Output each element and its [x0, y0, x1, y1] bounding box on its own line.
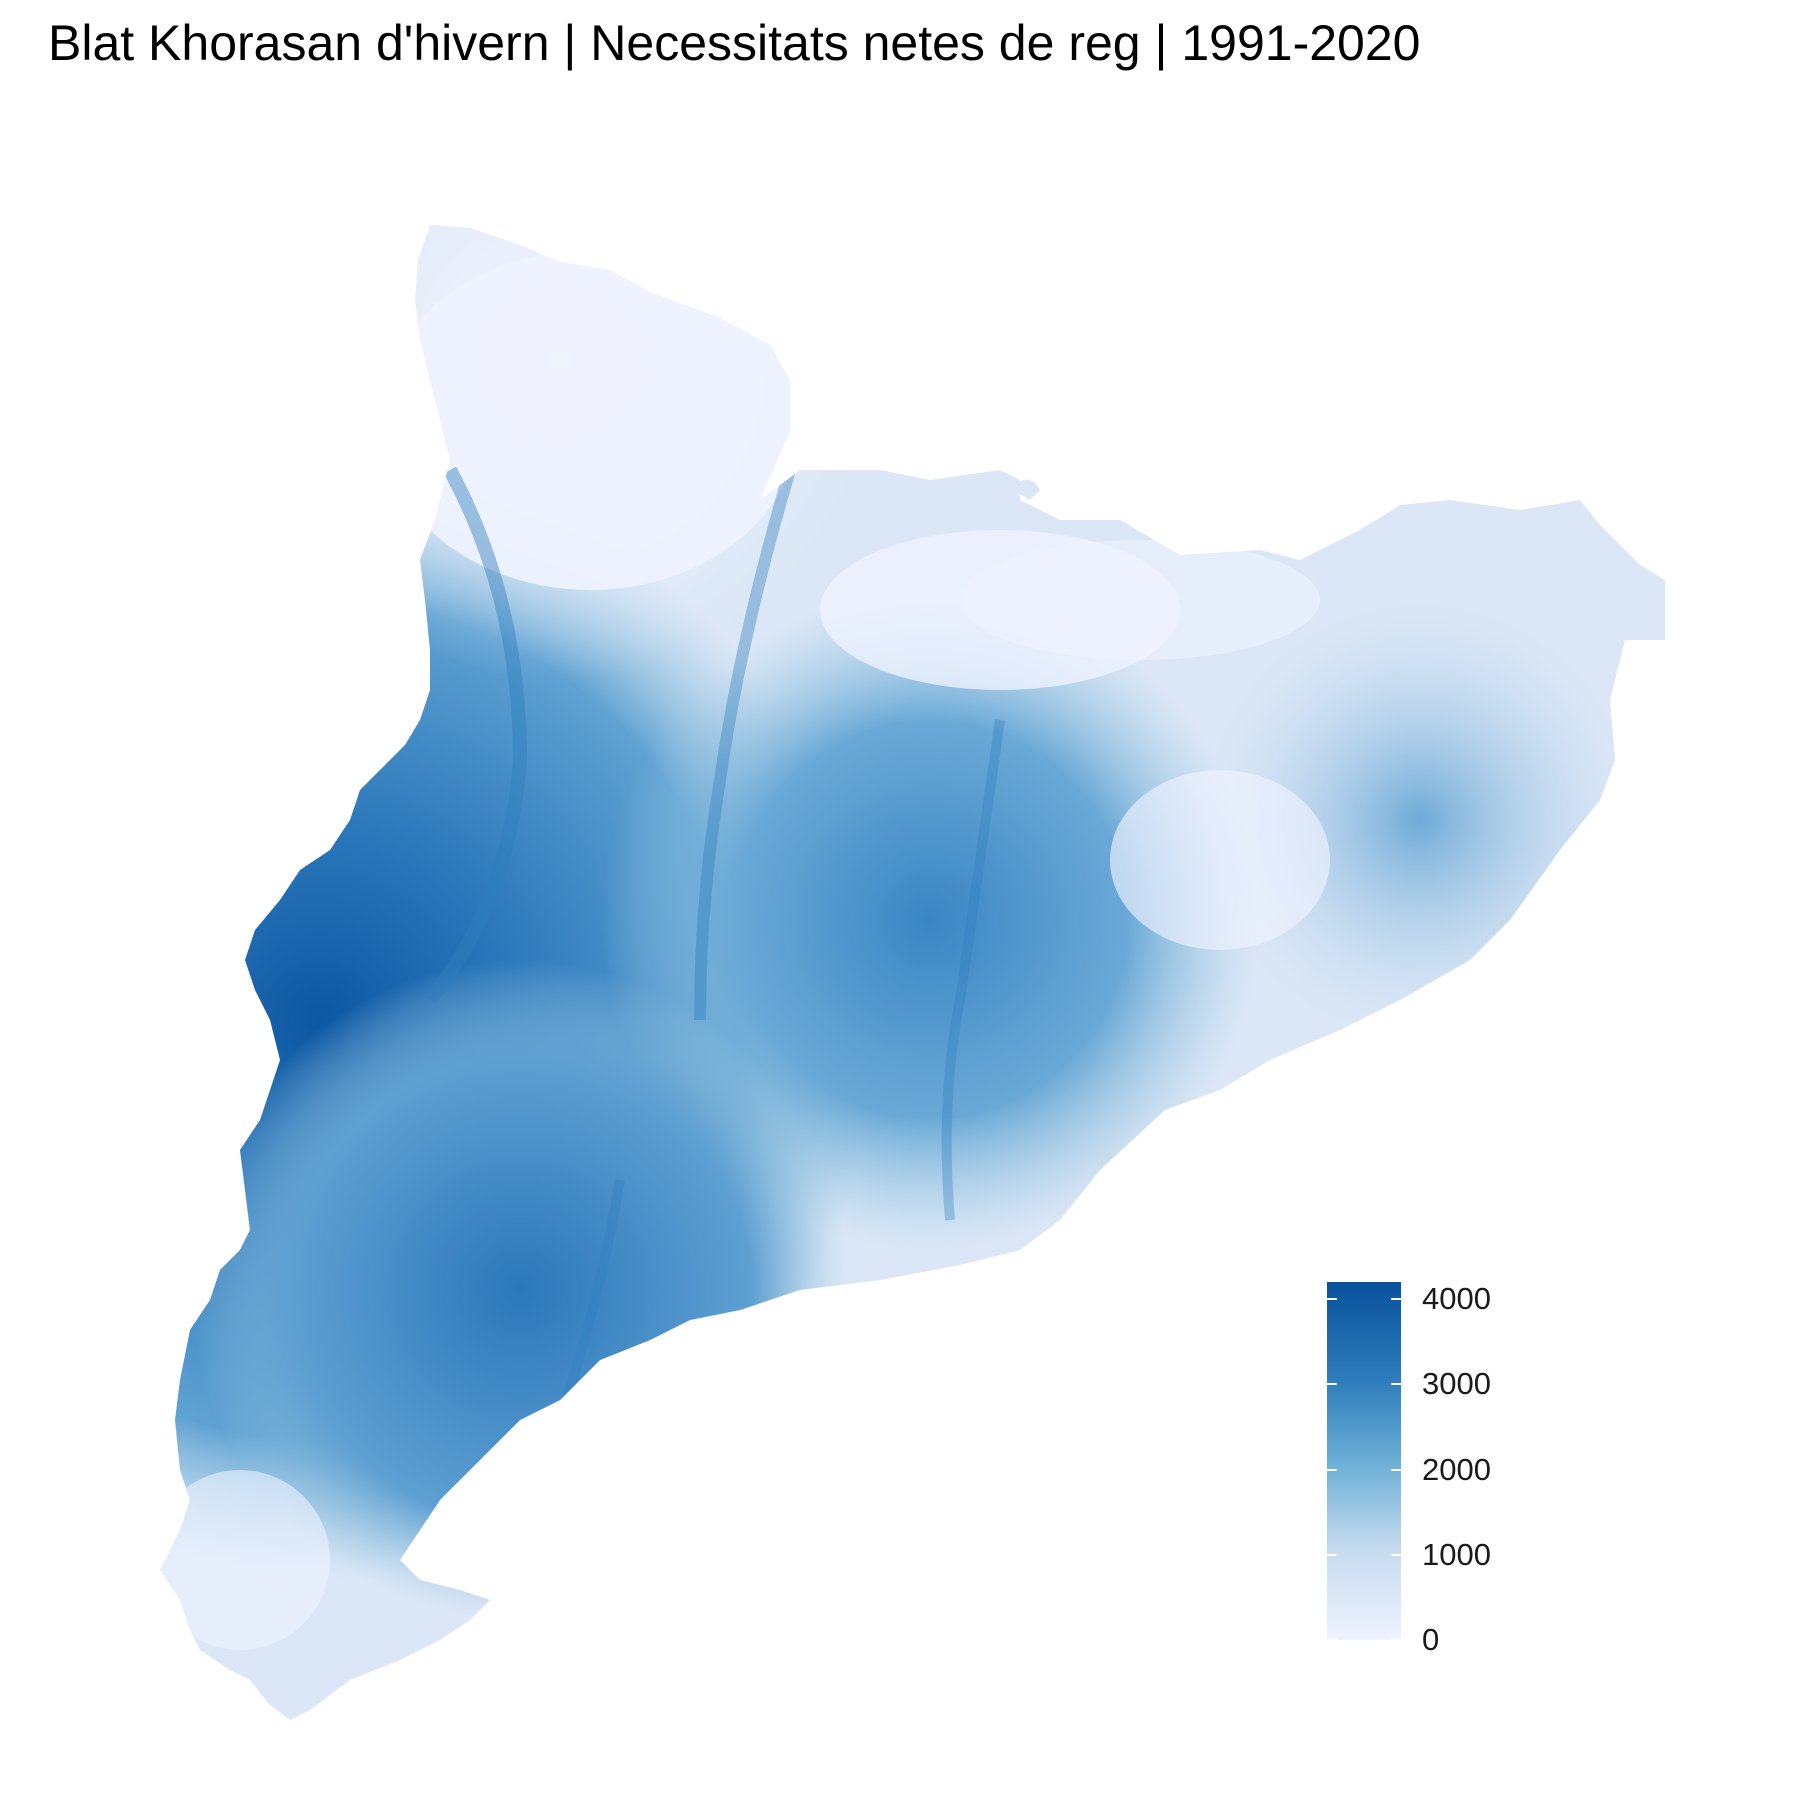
color-legend: 4000 3000 2000 1000 0 [1327, 1281, 1507, 1657]
legend-tick-mark [1327, 1639, 1337, 1641]
legend-tick-mark [1327, 1383, 1337, 1386]
legend-colorbar [1327, 1282, 1401, 1640]
legend-tick-mark [1391, 1298, 1401, 1301]
legend-tick-mark [1391, 1639, 1401, 1641]
legend-tick-mark [1327, 1553, 1337, 1556]
legend-tick-mark [1391, 1553, 1401, 1556]
legend-tick-mark [1327, 1468, 1337, 1471]
legend-tick-label: 3000 [1422, 1366, 1491, 1402]
chart-title: Blat Khorasan d'hivern | Necessitats net… [48, 15, 1421, 71]
legend-tick-mark [1391, 1468, 1401, 1471]
legend-tick-mark [1391, 1383, 1401, 1386]
legend-tick-label: 2000 [1422, 1451, 1491, 1487]
legend-tick-label: 0 [1422, 1622, 1440, 1657]
legend-tick-label: 4000 [1422, 1281, 1491, 1317]
legend-tick-mark [1327, 1298, 1337, 1301]
legend-tick-label: 1000 [1422, 1536, 1491, 1572]
